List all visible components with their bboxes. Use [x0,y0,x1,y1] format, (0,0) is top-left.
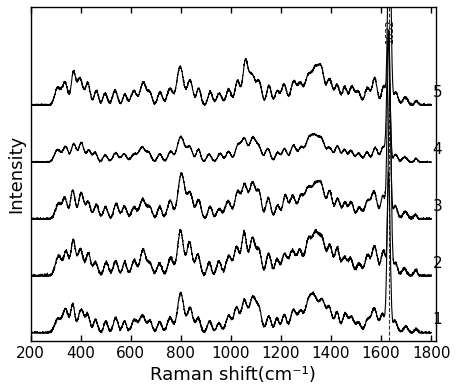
Text: 4: 4 [432,142,442,157]
Text: 3: 3 [432,199,442,213]
Text: 2: 2 [432,256,442,271]
Y-axis label: Intensity: Intensity [7,135,25,213]
Text: 5: 5 [432,85,442,100]
Text: 1: 1 [432,312,442,327]
X-axis label: Raman shift(cm⁻¹): Raman shift(cm⁻¹) [150,366,316,384]
Text: 1632: 1632 [385,18,395,43]
